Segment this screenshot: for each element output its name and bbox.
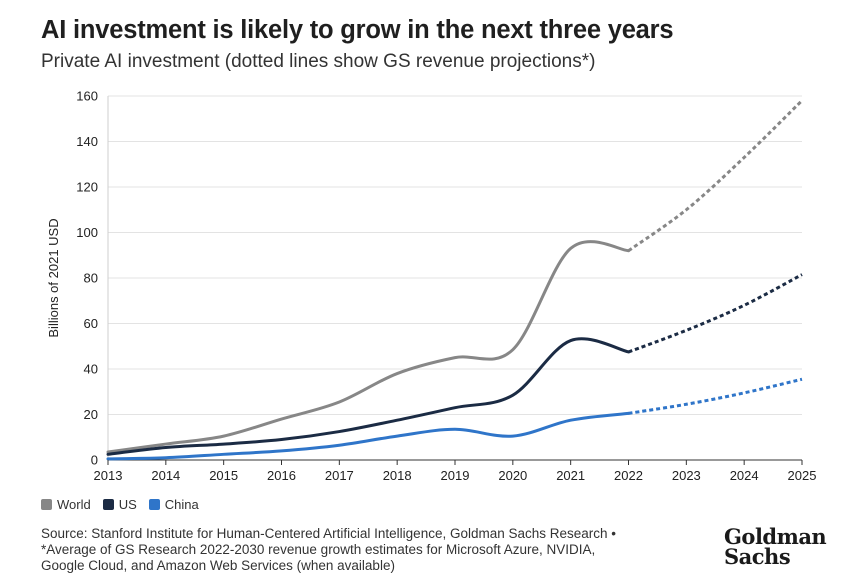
legend-swatch xyxy=(148,499,160,510)
legend: World US China xyxy=(41,497,199,512)
x-tick-label: 2013 xyxy=(94,468,123,483)
x-tick-label: 2025 xyxy=(788,468,817,483)
y-tick-label: 120 xyxy=(76,180,98,195)
footnote-line: Google Cloud, and Amazon Web Services (w… xyxy=(41,558,395,573)
x-tick-label: 2022 xyxy=(614,468,643,483)
x-tick-label: 2015 xyxy=(209,468,238,483)
projection-line-china xyxy=(628,377,803,415)
series-line-us xyxy=(106,337,630,456)
x-tick-label: 2018 xyxy=(383,468,412,483)
legend-swatch xyxy=(102,499,114,510)
x-tick-label: 2024 xyxy=(730,468,759,483)
x-tick-label: 2019 xyxy=(441,468,470,483)
chart-title: AI investment is likely to grow in the n… xyxy=(41,16,674,44)
projection-line-world xyxy=(627,99,804,252)
logo-line: Sachs xyxy=(724,544,791,569)
source-note: Source: Stanford Institute for Human-Cen… xyxy=(41,526,721,574)
x-tick-label: 2016 xyxy=(267,468,296,483)
projection-line-us xyxy=(627,273,803,354)
x-tick-label: 2023 xyxy=(672,468,701,483)
source-line: Source: Stanford Institute for Human-Cen… xyxy=(41,526,617,541)
y-tick-label: 140 xyxy=(76,134,98,149)
x-tick-label: 2014 xyxy=(151,468,180,483)
y-tick-label: 60 xyxy=(84,316,98,331)
y-tick-label: 40 xyxy=(84,362,98,377)
legend-label: US xyxy=(118,497,137,512)
series-line-world xyxy=(106,240,630,454)
y-tick-label: 100 xyxy=(76,225,98,240)
footnote-line: *Average of GS Research 2022-2030 revenu… xyxy=(41,542,596,557)
x-tick-labels: 2013 2014 2015 2016 2017 2018 2019 2020 2021 2022… xyxy=(94,460,817,483)
logo-line: Goldman xyxy=(724,524,827,549)
legend-item-world: World xyxy=(41,497,91,512)
y-tick-labels: 0 20 40 60 80 100 120 140 160 xyxy=(76,89,98,468)
y-tick-label: 0 xyxy=(91,453,98,468)
legend-item-china: China xyxy=(148,497,199,512)
x-tick-label: 2017 xyxy=(325,468,354,483)
y-axis-label: Billions of 2021 USD xyxy=(46,218,61,337)
gridlines xyxy=(108,95,802,415)
y-tick-label: 160 xyxy=(76,89,98,104)
legend-label: China xyxy=(164,497,199,512)
y-tick-label: 20 xyxy=(84,407,98,422)
series-line-china xyxy=(106,411,630,461)
series-lines xyxy=(106,99,804,461)
y-tick-label: 80 xyxy=(84,271,98,286)
legend-swatch xyxy=(41,499,52,510)
x-tick-label: 2021 xyxy=(556,468,585,483)
goldman-sachs-logo: Goldman Sachs xyxy=(724,524,827,569)
legend-item-us: US xyxy=(102,497,137,512)
legend-label: World xyxy=(57,497,91,512)
x-tick-label: 2020 xyxy=(498,468,527,483)
chart-subtitle: Private AI investment (dotted lines show… xyxy=(41,51,596,72)
